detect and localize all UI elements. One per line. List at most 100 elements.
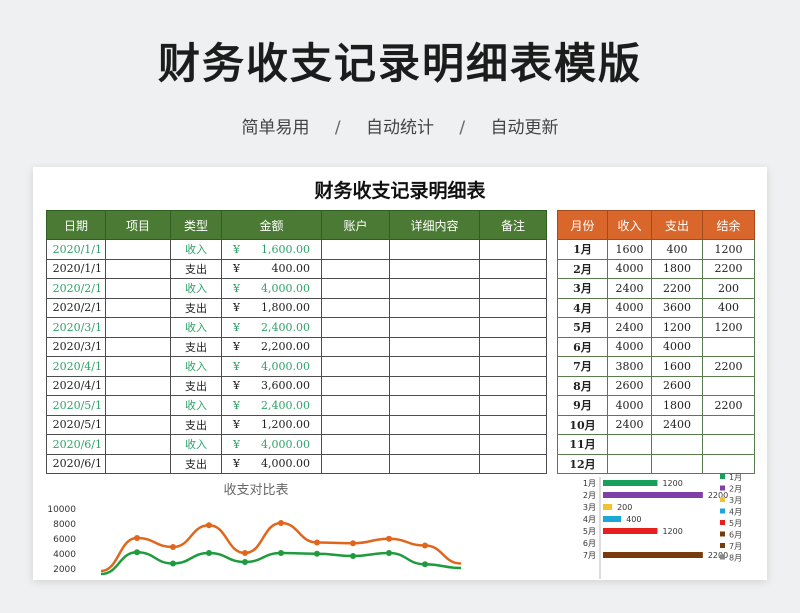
header-item[interactable]: 项目	[105, 210, 171, 240]
cell-details[interactable]	[389, 336, 480, 357]
cell-expense[interactable]: 2200	[651, 278, 703, 299]
header-details[interactable]: 详细内容	[389, 210, 480, 240]
cell-date[interactable]: 2020/3/1	[46, 317, 106, 338]
cell-expense[interactable]: 4000	[651, 336, 703, 357]
cell-notes[interactable]	[479, 317, 547, 338]
cell-income[interactable]: 1600	[607, 239, 652, 260]
cell-type[interactable]: 支出	[170, 414, 222, 435]
cell-month[interactable]: 5月	[557, 317, 608, 338]
cell-account[interactable]	[321, 336, 390, 357]
cell-details[interactable]	[389, 278, 480, 299]
cell-account[interactable]	[321, 395, 390, 416]
cell-notes[interactable]	[479, 453, 547, 474]
cell-amount[interactable]: ¥1,600.00	[221, 239, 322, 260]
cell-amount[interactable]: ¥4,000.00	[221, 434, 322, 455]
header-type[interactable]: 类型	[170, 210, 222, 240]
cell-type[interactable]: 收入	[170, 317, 222, 338]
cell-income[interactable]: 4000	[607, 336, 652, 357]
cell-balance[interactable]: 1200	[702, 239, 755, 260]
cell-details[interactable]	[389, 414, 480, 435]
header-account[interactable]: 账户	[321, 210, 390, 240]
cell-month[interactable]: 4月	[557, 297, 608, 318]
cell-type[interactable]: 支出	[170, 336, 222, 357]
header-notes[interactable]: 备注	[479, 210, 547, 240]
cell-date[interactable]: 2020/2/1	[46, 278, 106, 299]
cell-type[interactable]: 支出	[170, 258, 222, 279]
cell-date[interactable]: 2020/2/1	[46, 297, 106, 318]
cell-notes[interactable]	[479, 297, 547, 318]
cell-expense[interactable]: 1200	[651, 317, 703, 338]
cell-amount[interactable]: ¥1,800.00	[221, 297, 322, 318]
cell-type[interactable]: 支出	[170, 375, 222, 396]
cell-account[interactable]	[321, 356, 390, 377]
cell-balance[interactable]: 2200	[702, 258, 755, 279]
cell-balance[interactable]	[702, 453, 755, 474]
cell-details[interactable]	[389, 375, 480, 396]
cell-amount[interactable]: ¥2,400.00	[221, 395, 322, 416]
cell-account[interactable]	[321, 434, 390, 455]
cell-amount[interactable]: ¥4,000.00	[221, 453, 322, 474]
cell-type[interactable]: 支出	[170, 297, 222, 318]
header-income[interactable]: 收入	[607, 210, 652, 240]
cell-notes[interactable]	[479, 278, 547, 299]
cell-balance[interactable]: 2200	[702, 356, 755, 377]
cell-item[interactable]	[105, 278, 171, 299]
cell-balance[interactable]: 200	[702, 278, 755, 299]
cell-month[interactable]: 10月	[557, 414, 608, 435]
cell-month[interactable]: 1月	[557, 239, 608, 260]
cell-item[interactable]	[105, 434, 171, 455]
cell-type[interactable]: 收入	[170, 278, 222, 299]
cell-details[interactable]	[389, 317, 480, 338]
cell-account[interactable]	[321, 414, 390, 435]
cell-item[interactable]	[105, 395, 171, 416]
cell-month[interactable]: 12月	[557, 453, 608, 474]
cell-month[interactable]: 3月	[557, 278, 608, 299]
cell-item[interactable]	[105, 414, 171, 435]
cell-balance[interactable]	[702, 375, 755, 396]
cell-notes[interactable]	[479, 258, 547, 279]
cell-income[interactable]: 3800	[607, 356, 652, 377]
header-amount[interactable]: 金额	[221, 210, 322, 240]
cell-notes[interactable]	[479, 434, 547, 455]
cell-account[interactable]	[321, 317, 390, 338]
cell-details[interactable]	[389, 297, 480, 318]
cell-item[interactable]	[105, 258, 171, 279]
cell-item[interactable]	[105, 375, 171, 396]
cell-details[interactable]	[389, 239, 480, 260]
cell-notes[interactable]	[479, 239, 547, 260]
cell-date[interactable]: 2020/3/1	[46, 336, 106, 357]
cell-expense[interactable]: 1800	[651, 258, 703, 279]
cell-notes[interactable]	[479, 375, 547, 396]
cell-type[interactable]: 收入	[170, 239, 222, 260]
cell-expense[interactable]	[651, 434, 703, 455]
cell-item[interactable]	[105, 336, 171, 357]
cell-income[interactable]: 4000	[607, 258, 652, 279]
cell-account[interactable]	[321, 375, 390, 396]
cell-month[interactable]: 8月	[557, 375, 608, 396]
cell-amount[interactable]: ¥2,200.00	[221, 336, 322, 357]
cell-income[interactable]: 2600	[607, 375, 652, 396]
cell-month[interactable]: 9月	[557, 395, 608, 416]
header-date[interactable]: 日期	[46, 210, 106, 240]
cell-amount[interactable]: ¥1,200.00	[221, 414, 322, 435]
cell-date[interactable]: 2020/4/1	[46, 356, 106, 377]
cell-notes[interactable]	[479, 356, 547, 377]
cell-month[interactable]: 2月	[557, 258, 608, 279]
cell-item[interactable]	[105, 356, 171, 377]
cell-income[interactable]: 2400	[607, 278, 652, 299]
cell-expense[interactable]: 1600	[651, 356, 703, 377]
cell-date[interactable]: 2020/6/1	[46, 434, 106, 455]
cell-account[interactable]	[321, 297, 390, 318]
cell-date[interactable]: 2020/1/1	[46, 239, 106, 260]
cell-notes[interactable]	[479, 336, 547, 357]
cell-expense[interactable]: 400	[651, 239, 703, 260]
cell-date[interactable]: 2020/5/1	[46, 395, 106, 416]
cell-account[interactable]	[321, 258, 390, 279]
cell-details[interactable]	[389, 258, 480, 279]
cell-month[interactable]: 11月	[557, 434, 608, 455]
cell-amount[interactable]: ¥4,000.00	[221, 356, 322, 377]
cell-amount[interactable]: ¥3,600.00	[221, 375, 322, 396]
cell-notes[interactable]	[479, 414, 547, 435]
cell-type[interactable]: 收入	[170, 356, 222, 377]
header-expense[interactable]: 支出	[651, 210, 703, 240]
